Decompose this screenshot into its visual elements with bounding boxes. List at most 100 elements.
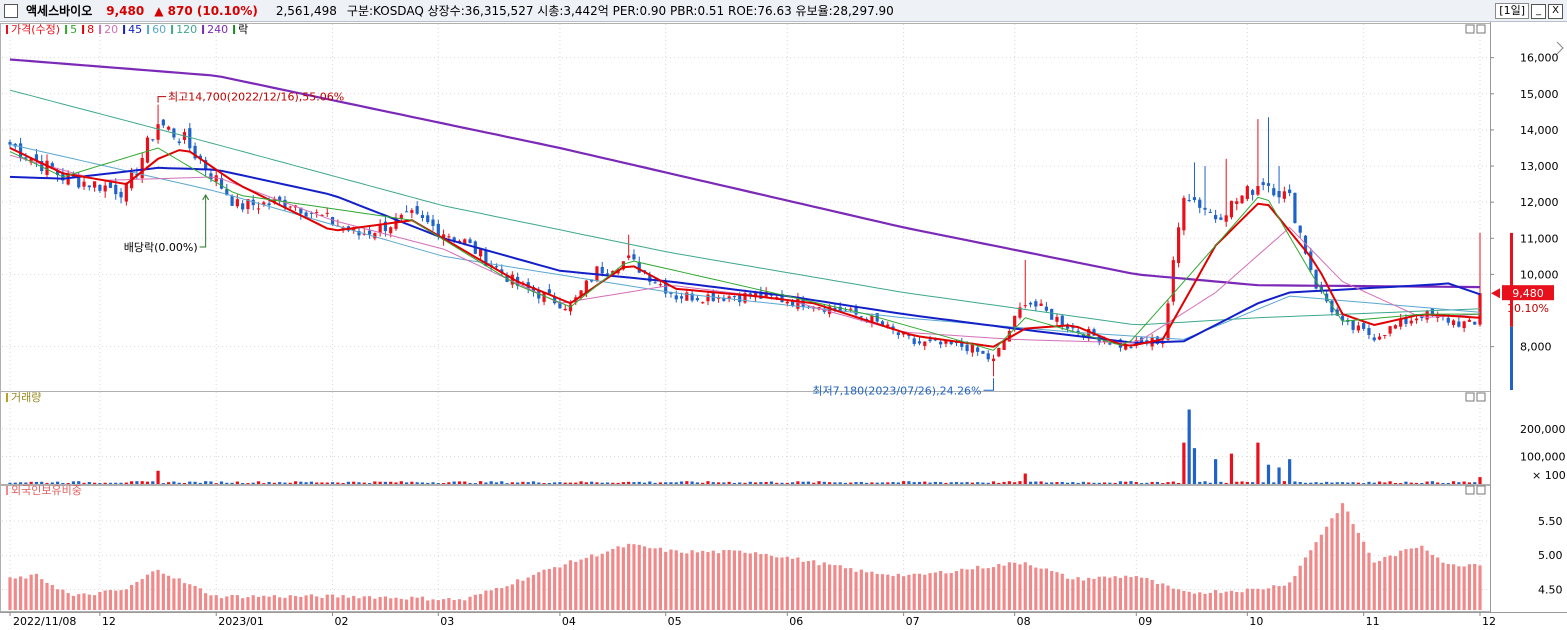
candle-body (928, 339, 932, 342)
volume-bar (547, 483, 551, 484)
candle-body (769, 294, 774, 296)
candle-body (299, 207, 303, 214)
legend-label-ma120: 120 (176, 23, 197, 36)
high-marker (157, 96, 167, 103)
foreign-bar (1436, 557, 1440, 610)
volume-bar (531, 481, 536, 484)
volume-bar (595, 482, 599, 484)
volume-bar (738, 482, 742, 484)
volume-bar (420, 482, 425, 484)
candle-body (1288, 189, 1292, 194)
volume-bar (1097, 482, 1101, 484)
foreign-bar (701, 550, 705, 610)
candle-body (653, 282, 657, 284)
candlesticks (8, 104, 1482, 377)
panel-restore-icon (1465, 485, 1475, 495)
volume-bar (1441, 483, 1445, 484)
candle-body (82, 181, 86, 187)
candle-body (93, 181, 97, 188)
foreign-bar (135, 581, 139, 610)
foreign-bar (806, 560, 811, 610)
candle-body (18, 143, 23, 158)
candle-body (1245, 186, 1249, 200)
foreign-bar (732, 550, 737, 610)
candle-body (40, 160, 44, 172)
foreign-bar (870, 571, 874, 610)
foreign-bar (272, 595, 276, 610)
volume-bar (256, 481, 261, 484)
volume-bar (404, 482, 409, 484)
foreign-bar (801, 561, 805, 610)
minimize-button[interactable]: _ (1531, 3, 1546, 19)
foreign-bar (1023, 562, 1027, 610)
volume-bar (1229, 453, 1234, 484)
volume-bar (1340, 482, 1345, 484)
volume-bar (151, 481, 155, 484)
volume-bar (479, 481, 483, 484)
low-label: 최저7,180(2023/07/26),24.26% (812, 384, 981, 397)
candle-body (124, 184, 128, 202)
volume-tick-label: 100,000 (1520, 450, 1566, 463)
close-button[interactable]: X (1548, 3, 1563, 19)
foreign-bar (1060, 573, 1064, 610)
volume-bar (743, 482, 747, 484)
volume-bar (29, 481, 33, 484)
foreign-bar (1399, 550, 1403, 610)
foreign-bar (447, 598, 451, 610)
foreign-bar (965, 569, 969, 610)
select-checkbox[interactable] (4, 3, 18, 18)
foreign-bar (558, 567, 562, 610)
foreign-bar (24, 578, 28, 610)
stock-chart[interactable]: 16,000 15,000 14,000 13,000 12,000 11,000 10,0… (0, 22, 1567, 630)
candle-body (933, 339, 937, 341)
volume-bar (389, 481, 393, 484)
foreign-bar (516, 579, 520, 610)
volume-bar (71, 481, 76, 484)
foreign-bar (590, 554, 594, 610)
volume-bar (1430, 481, 1435, 484)
candle-body (447, 236, 451, 238)
volume-bar (1272, 482, 1276, 484)
candle-body (584, 280, 588, 293)
foreign-bar (1446, 564, 1450, 610)
foreign-bar (722, 550, 726, 610)
candle-body (1383, 335, 1387, 337)
candle-body (193, 145, 197, 159)
foreign-ownership-bars (8, 503, 1482, 610)
foreign-bar (1409, 548, 1413, 610)
foreign-bar (1298, 565, 1302, 610)
volume-bar (928, 482, 932, 484)
foreign-bar (1383, 556, 1387, 610)
volume-bar (394, 482, 398, 484)
volume-bar (849, 482, 853, 484)
volume-bar (1399, 483, 1403, 484)
foreign-bar (1282, 585, 1286, 610)
candle-body (309, 212, 314, 214)
foreign-bar (1473, 563, 1477, 610)
volume-bar (648, 481, 652, 484)
candle-body (357, 231, 361, 236)
foreign-bar (1076, 577, 1080, 610)
volume-bar (1325, 481, 1329, 484)
candle-body (1018, 307, 1022, 318)
dividend-arrow (202, 193, 210, 201)
volume-bar (167, 482, 171, 484)
period-selector[interactable]: [1일] (1495, 3, 1529, 19)
candle-body (1293, 192, 1297, 224)
volume-bar (563, 482, 567, 484)
volume-bar (1161, 483, 1165, 484)
foreign-bar (108, 589, 113, 610)
candle-body (1007, 331, 1011, 342)
candle-body (362, 233, 366, 235)
foreign-bar (1071, 579, 1075, 610)
today-range-base (1510, 326, 1513, 390)
candle-body (1362, 323, 1366, 329)
foreign-bar (55, 589, 60, 610)
foreign-bar (991, 567, 996, 610)
foreign-bar (1155, 583, 1160, 610)
legend-label-price: 가격(수정) (11, 23, 60, 36)
foreign-bar (1097, 576, 1101, 610)
candle-body (1060, 315, 1064, 326)
volume-bar (637, 481, 641, 484)
foreign-bar (1462, 566, 1466, 610)
